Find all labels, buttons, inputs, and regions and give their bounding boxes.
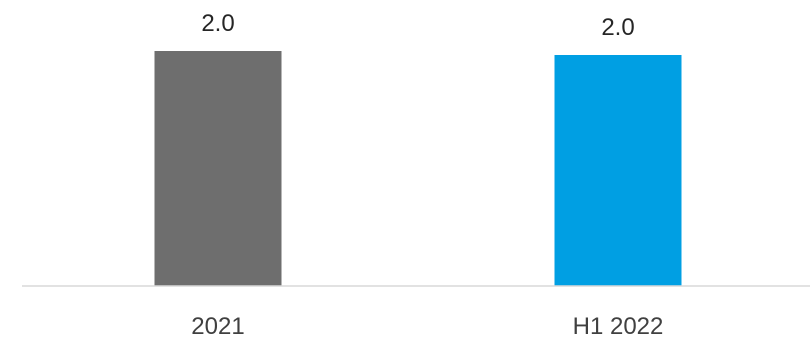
bar-2 [555,55,682,286]
value-label-1: 2.0 [201,10,234,37]
category-label-1: 2021 [191,313,244,340]
category-label-2: H1 2022 [573,313,664,340]
value-label-2: 2.0 [601,14,634,41]
bar-1 [155,51,282,286]
bars-layer [155,51,682,286]
